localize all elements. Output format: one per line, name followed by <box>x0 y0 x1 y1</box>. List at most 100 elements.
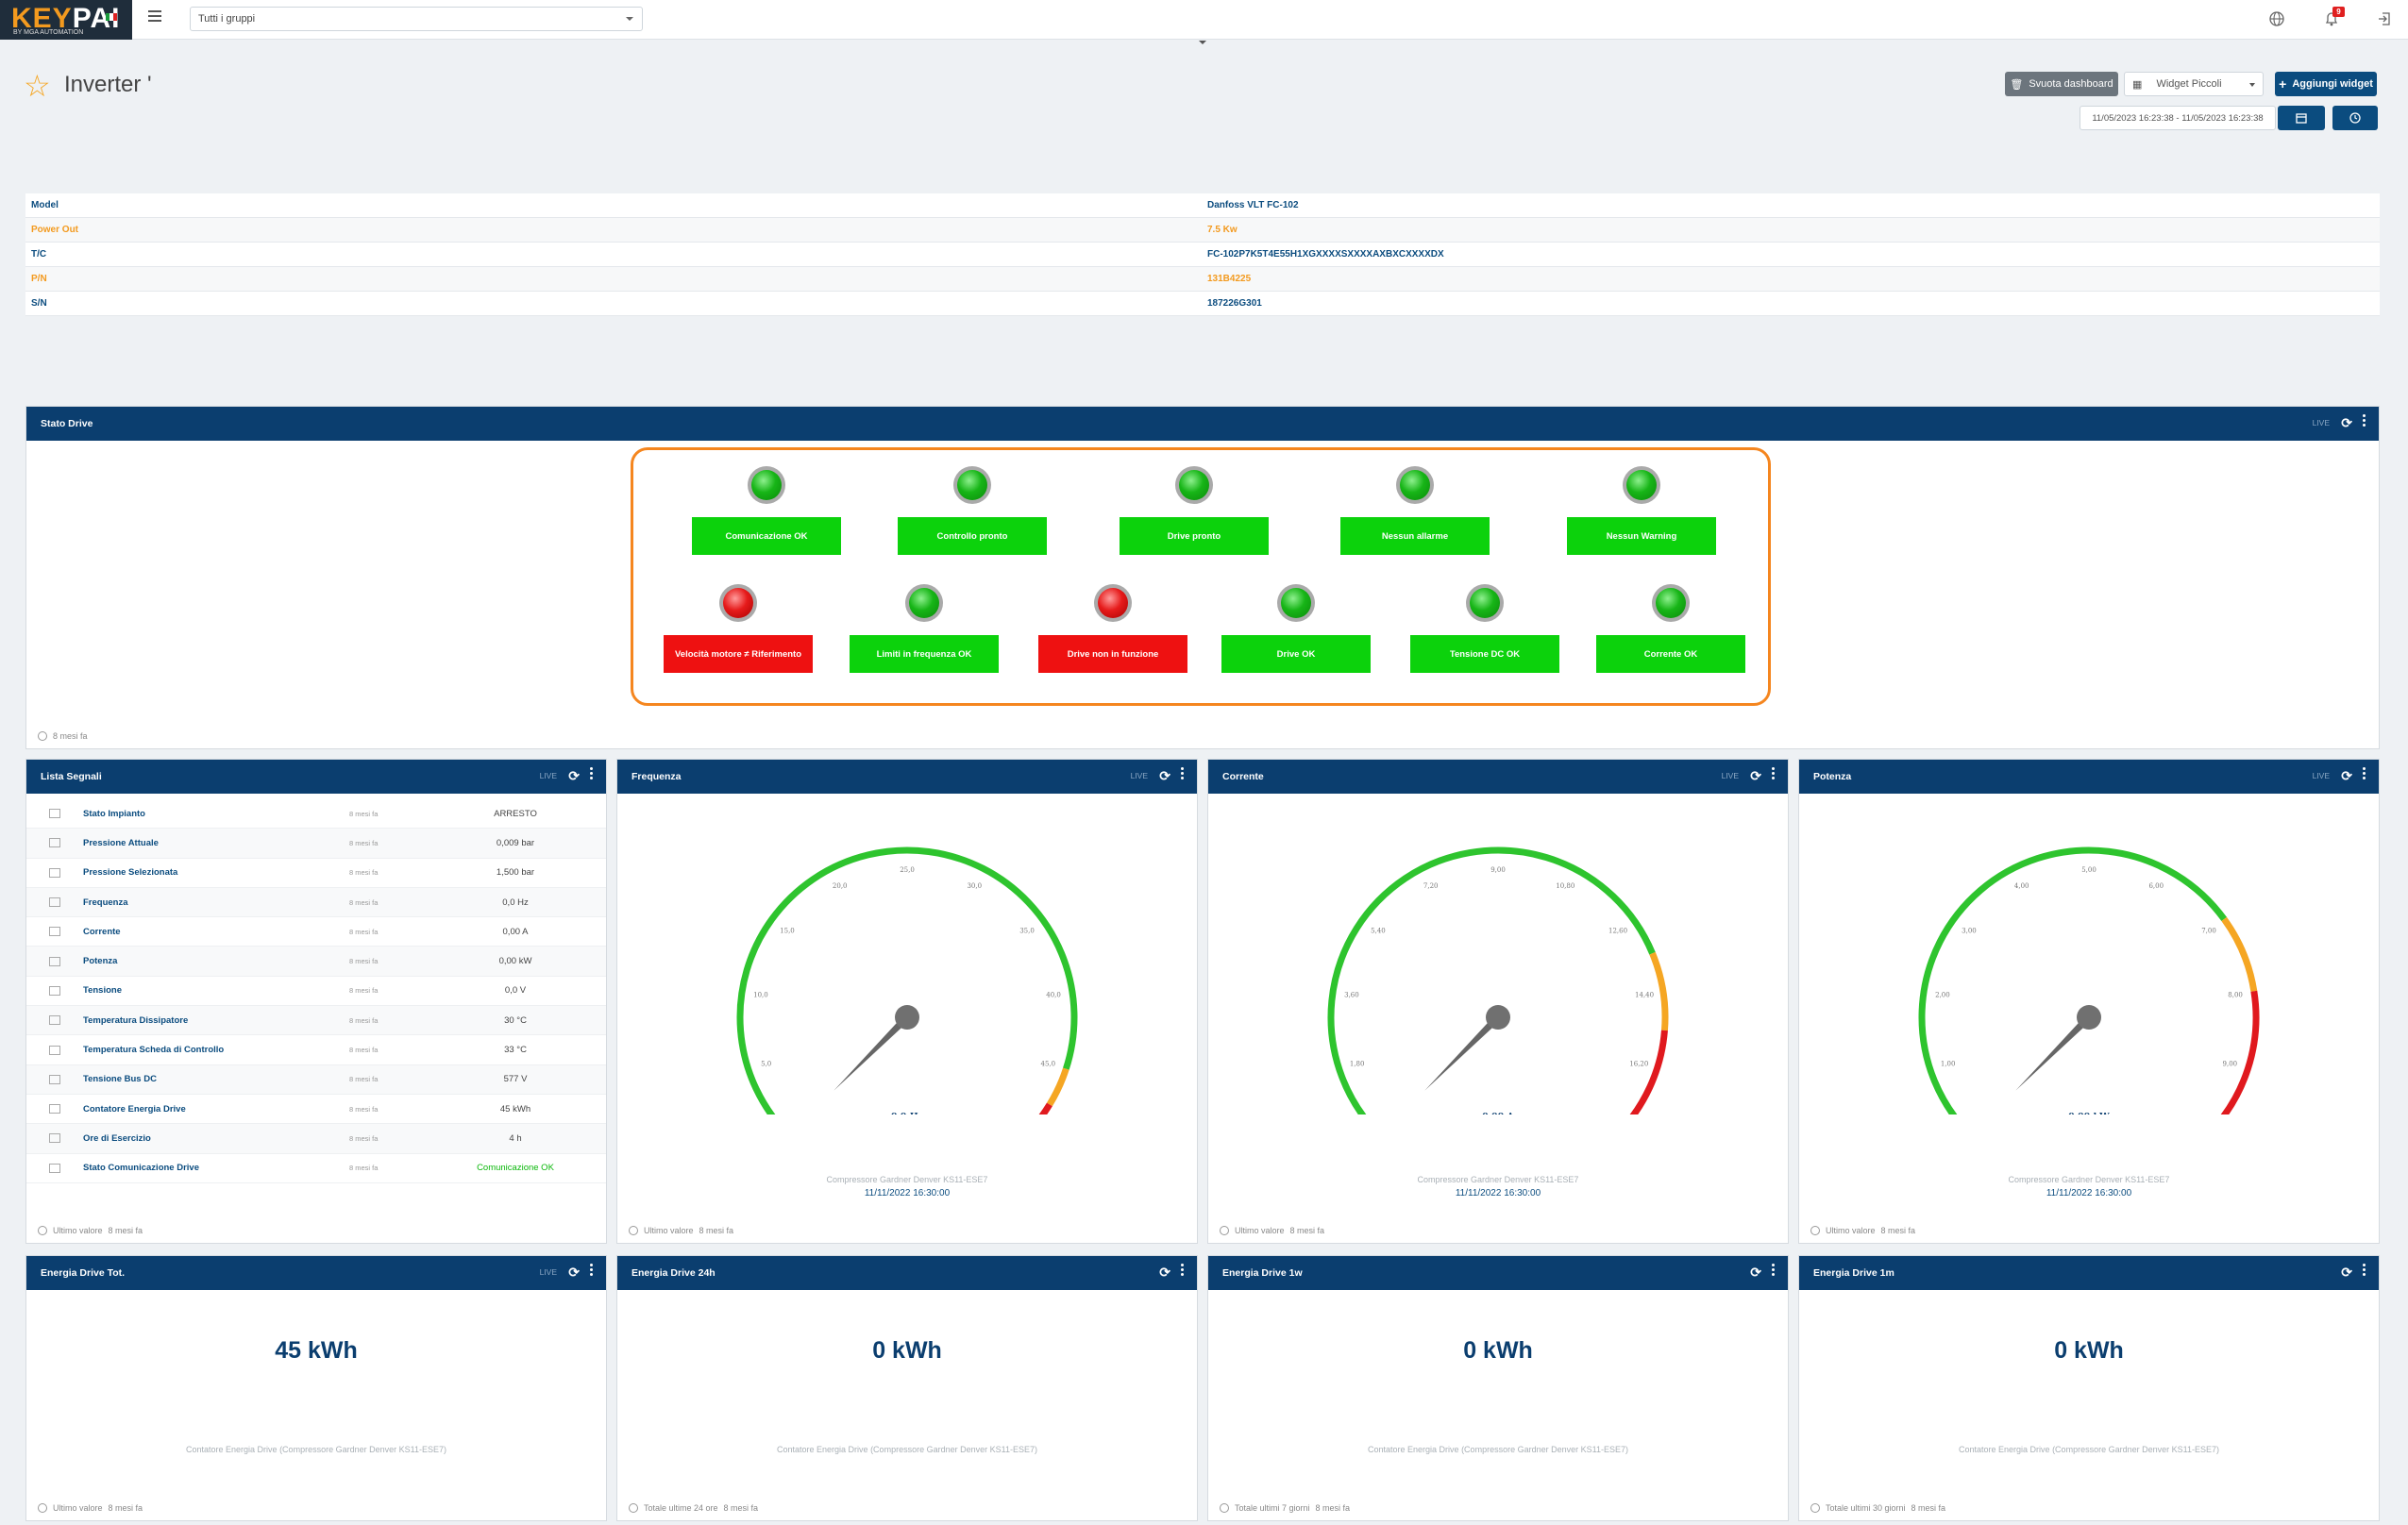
widget-size-select[interactable]: ▦ Widget Piccoli <box>2124 72 2264 96</box>
flag-icon <box>106 13 117 21</box>
gauge-source: Compressore Gardner Denver KS11-ESE7 <box>1417 1175 1579 1184</box>
signal-value: 1,500 bar <box>496 867 535 879</box>
calendar-button[interactable] <box>2278 106 2325 130</box>
refresh-icon[interactable]: ⟳ <box>2341 1265 2352 1280</box>
signal-row[interactable]: Corrente 8 mesi fa 0,00 A <box>26 917 606 947</box>
history-button[interactable] <box>2332 106 2378 130</box>
logo[interactable]: KEYPAI BY MGA AUTOMATION <box>0 0 132 40</box>
gauge-tick-label: 15,0 <box>780 928 795 935</box>
signal-time: 8 mesi fa <box>349 927 379 936</box>
more-vertical-icon[interactable] <box>590 1264 593 1278</box>
signal-name: Stato Comunicazione Drive <box>83 1163 199 1174</box>
chart-icon[interactable] <box>49 1045 60 1055</box>
signal-row[interactable]: Tensione 8 mesi fa 0,0 V <box>26 977 606 1007</box>
signal-row[interactable]: Pressione Attuale 8 mesi fa 0,009 bar <box>26 829 606 859</box>
more-vertical-icon[interactable] <box>1181 1264 1184 1278</box>
signal-time: 8 mesi fa <box>349 1075 379 1084</box>
signal-name: Pressione Attuale <box>83 837 159 848</box>
energy-source: Contatore Energia Drive (Compressore Gar… <box>186 1445 446 1454</box>
collapse-toggle-icon[interactable] <box>1199 41 1206 44</box>
energy-panel: Energia Drive Tot. LIVE ⟳ 45 kWh Contatore E… <box>25 1255 607 1521</box>
more-vertical-icon[interactable] <box>590 767 593 781</box>
status-label: Limiti in frequenza OK <box>850 635 999 673</box>
signal-row[interactable]: Pressione Selezionata 8 mesi fa 1,500 bar <box>26 859 606 888</box>
panel-footer: Totale ultime 24 ore 8 mesi fa <box>629 1503 758 1513</box>
status-led-icon <box>953 466 991 504</box>
favorite-star-icon[interactable]: ☆ <box>24 69 51 103</box>
date-range-input[interactable]: 11/05/2023 16:23:38 - 11/05/2023 16:23:3… <box>2080 106 2276 130</box>
signal-value: 0,009 bar <box>496 837 535 848</box>
gauge-tick-label: 14,40 <box>1635 991 1654 998</box>
more-vertical-icon[interactable] <box>2363 414 2366 428</box>
signal-value: Comunicazione OK <box>477 1163 554 1174</box>
signal-row[interactable]: Temperatura Dissipatore 8 mesi fa 30 °C <box>26 1006 606 1036</box>
refresh-icon[interactable]: ⟳ <box>568 1265 580 1280</box>
panel-header: Potenza LIVE ⟳ <box>1799 760 2379 794</box>
signal-value: 0,00 kW <box>498 956 532 967</box>
chart-icon[interactable] <box>49 1074 60 1084</box>
more-vertical-icon[interactable] <box>2363 767 2366 781</box>
refresh-icon[interactable]: ⟳ <box>568 768 580 783</box>
bell-icon[interactable] <box>2320 8 2343 30</box>
refresh-icon[interactable]: ⟳ <box>1750 1265 1761 1280</box>
gauge-panel: FrequenzaLIVE⟳0,05,010,015,020,025,030,0… <box>616 759 1198 1244</box>
status-led-icon <box>1623 466 1660 504</box>
chart-icon[interactable] <box>49 1133 60 1144</box>
signal-row[interactable]: Stato Comunicazione Drive 8 mesi fa Comuni… <box>26 1154 606 1183</box>
hamburger-menu-icon[interactable] <box>148 10 161 24</box>
refresh-icon[interactable]: ⟳ <box>1159 1265 1170 1280</box>
signal-row[interactable]: Tensione Bus DC 8 mesi fa 577 V <box>26 1064 606 1095</box>
clock-icon <box>1810 1226 1820 1235</box>
gauge-tick-label: 9,00 <box>1490 866 1506 874</box>
chart-icon[interactable] <box>49 838 60 848</box>
refresh-icon[interactable]: ⟳ <box>2341 768 2352 783</box>
chart-icon[interactable] <box>49 985 60 996</box>
signal-row[interactable]: Stato Impianto 8 mesi fa ARRESTO <box>26 799 606 830</box>
chart-icon[interactable] <box>49 1163 60 1173</box>
chart-icon[interactable] <box>49 927 60 937</box>
plus-icon: + <box>2279 76 2287 92</box>
globe-icon[interactable] <box>2265 8 2288 30</box>
signal-row[interactable]: Contatore Energia Drive 8 mesi fa 45 kWh <box>26 1095 606 1125</box>
more-vertical-icon[interactable] <box>2363 1264 2366 1278</box>
more-vertical-icon[interactable] <box>1772 767 1775 781</box>
chart-icon[interactable] <box>49 1015 60 1026</box>
gauge-tick-label: 9,00 <box>2223 1061 2238 1068</box>
energy-source: Contatore Energia Drive (Compressore Gar… <box>1368 1445 1628 1454</box>
refresh-icon[interactable]: ⟳ <box>2341 415 2352 430</box>
chart-icon[interactable] <box>49 867 60 878</box>
signal-row[interactable]: Ore di Esercizio 8 mesi fa 4 h <box>26 1124 606 1154</box>
more-vertical-icon[interactable] <box>1181 767 1184 781</box>
signal-row[interactable]: Potenza 8 mesi fa 0,00 kW <box>26 947 606 977</box>
energy-value: 0 kWh <box>1463 1337 1533 1364</box>
gauge-tick-label: 5,0 <box>761 1061 771 1068</box>
gauge-tick-label: 1,80 <box>1350 1061 1365 1068</box>
panel-header: Lista Segnali LIVE ⟳ <box>26 760 606 794</box>
signal-row[interactable]: Frequenza 8 mesi fa 0,0 Hz <box>26 887 606 918</box>
signal-name: Temperatura Dissipatore <box>83 1014 189 1026</box>
add-widget-button[interactable]: + Aggiungi widget <box>2275 72 2377 96</box>
logo-text-a: KEY <box>11 3 73 34</box>
signal-time: 8 mesi fa <box>349 868 379 878</box>
chart-icon[interactable] <box>49 956 60 966</box>
status-label: Drive non in funzione <box>1038 635 1187 673</box>
refresh-icon[interactable]: ⟳ <box>1159 768 1170 783</box>
chart-icon[interactable] <box>49 1104 60 1114</box>
signal-value: 0,0 Hz <box>502 897 529 908</box>
gauge-tick-label: 12,60 <box>1608 928 1627 935</box>
logout-icon[interactable] <box>2373 8 2396 30</box>
chart-icon[interactable] <box>49 809 60 819</box>
signal-name: Pressione Selezionata <box>83 867 178 879</box>
group-select[interactable]: Tutti i gruppi <box>190 7 643 31</box>
clear-dashboard-button[interactable]: 🗑 Svuota dashboard <box>2005 72 2118 96</box>
top-bar: KEYPAI BY MGA AUTOMATION Tutti i gruppi … <box>0 0 2408 40</box>
signals-panel: Lista Segnali LIVE ⟳ Stato Impianto 8 mesi … <box>25 759 607 1244</box>
gauge-tick-label: 3,60 <box>1344 991 1359 998</box>
panel-header: Energia Drive 1w ⟳ <box>1208 1256 1788 1290</box>
signal-row[interactable]: Temperatura Scheda di Controllo 8 mesi fa… <box>26 1035 606 1065</box>
signal-name: Tensione Bus DC <box>83 1074 157 1085</box>
more-vertical-icon[interactable] <box>1772 1264 1775 1278</box>
chart-icon[interactable] <box>49 897 60 908</box>
signal-time: 8 mesi fa <box>349 1015 379 1025</box>
refresh-icon[interactable]: ⟳ <box>1750 768 1761 783</box>
